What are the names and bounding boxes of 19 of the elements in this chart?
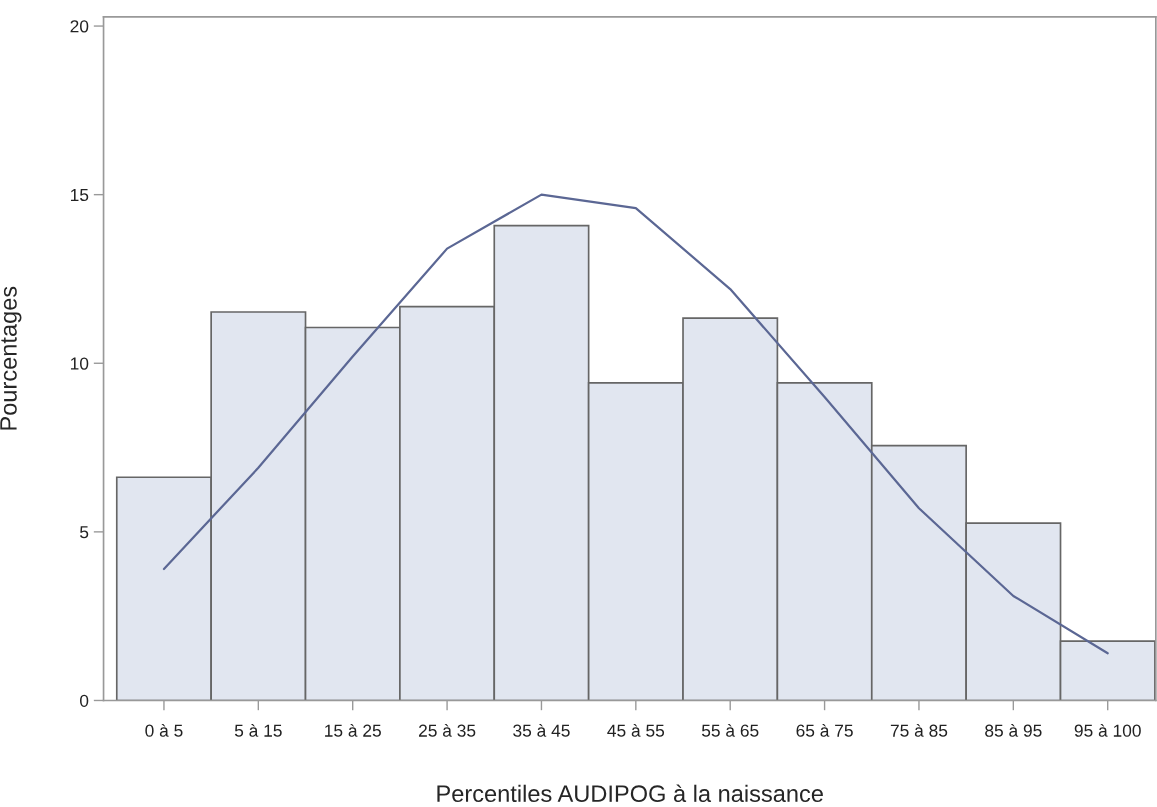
x-axis-title: Percentiles AUDIPOG à la naissance <box>437 784 823 803</box>
x-tick-label: 55 à 65 <box>701 723 759 737</box>
y-axis-title: Pourcentages <box>0 286 22 430</box>
y-tick-label: 5 <box>80 526 89 539</box>
line-series <box>162 193 1109 655</box>
y-tick-label: 20 <box>70 20 89 33</box>
x-tick-label: 65 à 75 <box>796 723 853 737</box>
x-tick-label: 25 à 35 <box>418 723 476 737</box>
x-tick-label: 5 à 15 <box>234 723 282 737</box>
x-tick-label: 0 à 5 <box>145 723 183 737</box>
x-tick-label: 95 à 100 <box>1074 723 1141 737</box>
y-tick-label: 15 <box>70 189 89 202</box>
x-tick-label: 15 à 25 <box>325 723 381 737</box>
x-tick-label: 45 à 55 <box>607 723 665 737</box>
y-tick-label: 10 <box>70 357 89 370</box>
y-tick-label: 0 <box>79 694 89 707</box>
x-tick-label: 75 à 85 <box>890 723 948 737</box>
x-tick-label: 35 à 45 <box>513 723 570 737</box>
x-tick-label: 85 à 95 <box>985 723 1042 737</box>
